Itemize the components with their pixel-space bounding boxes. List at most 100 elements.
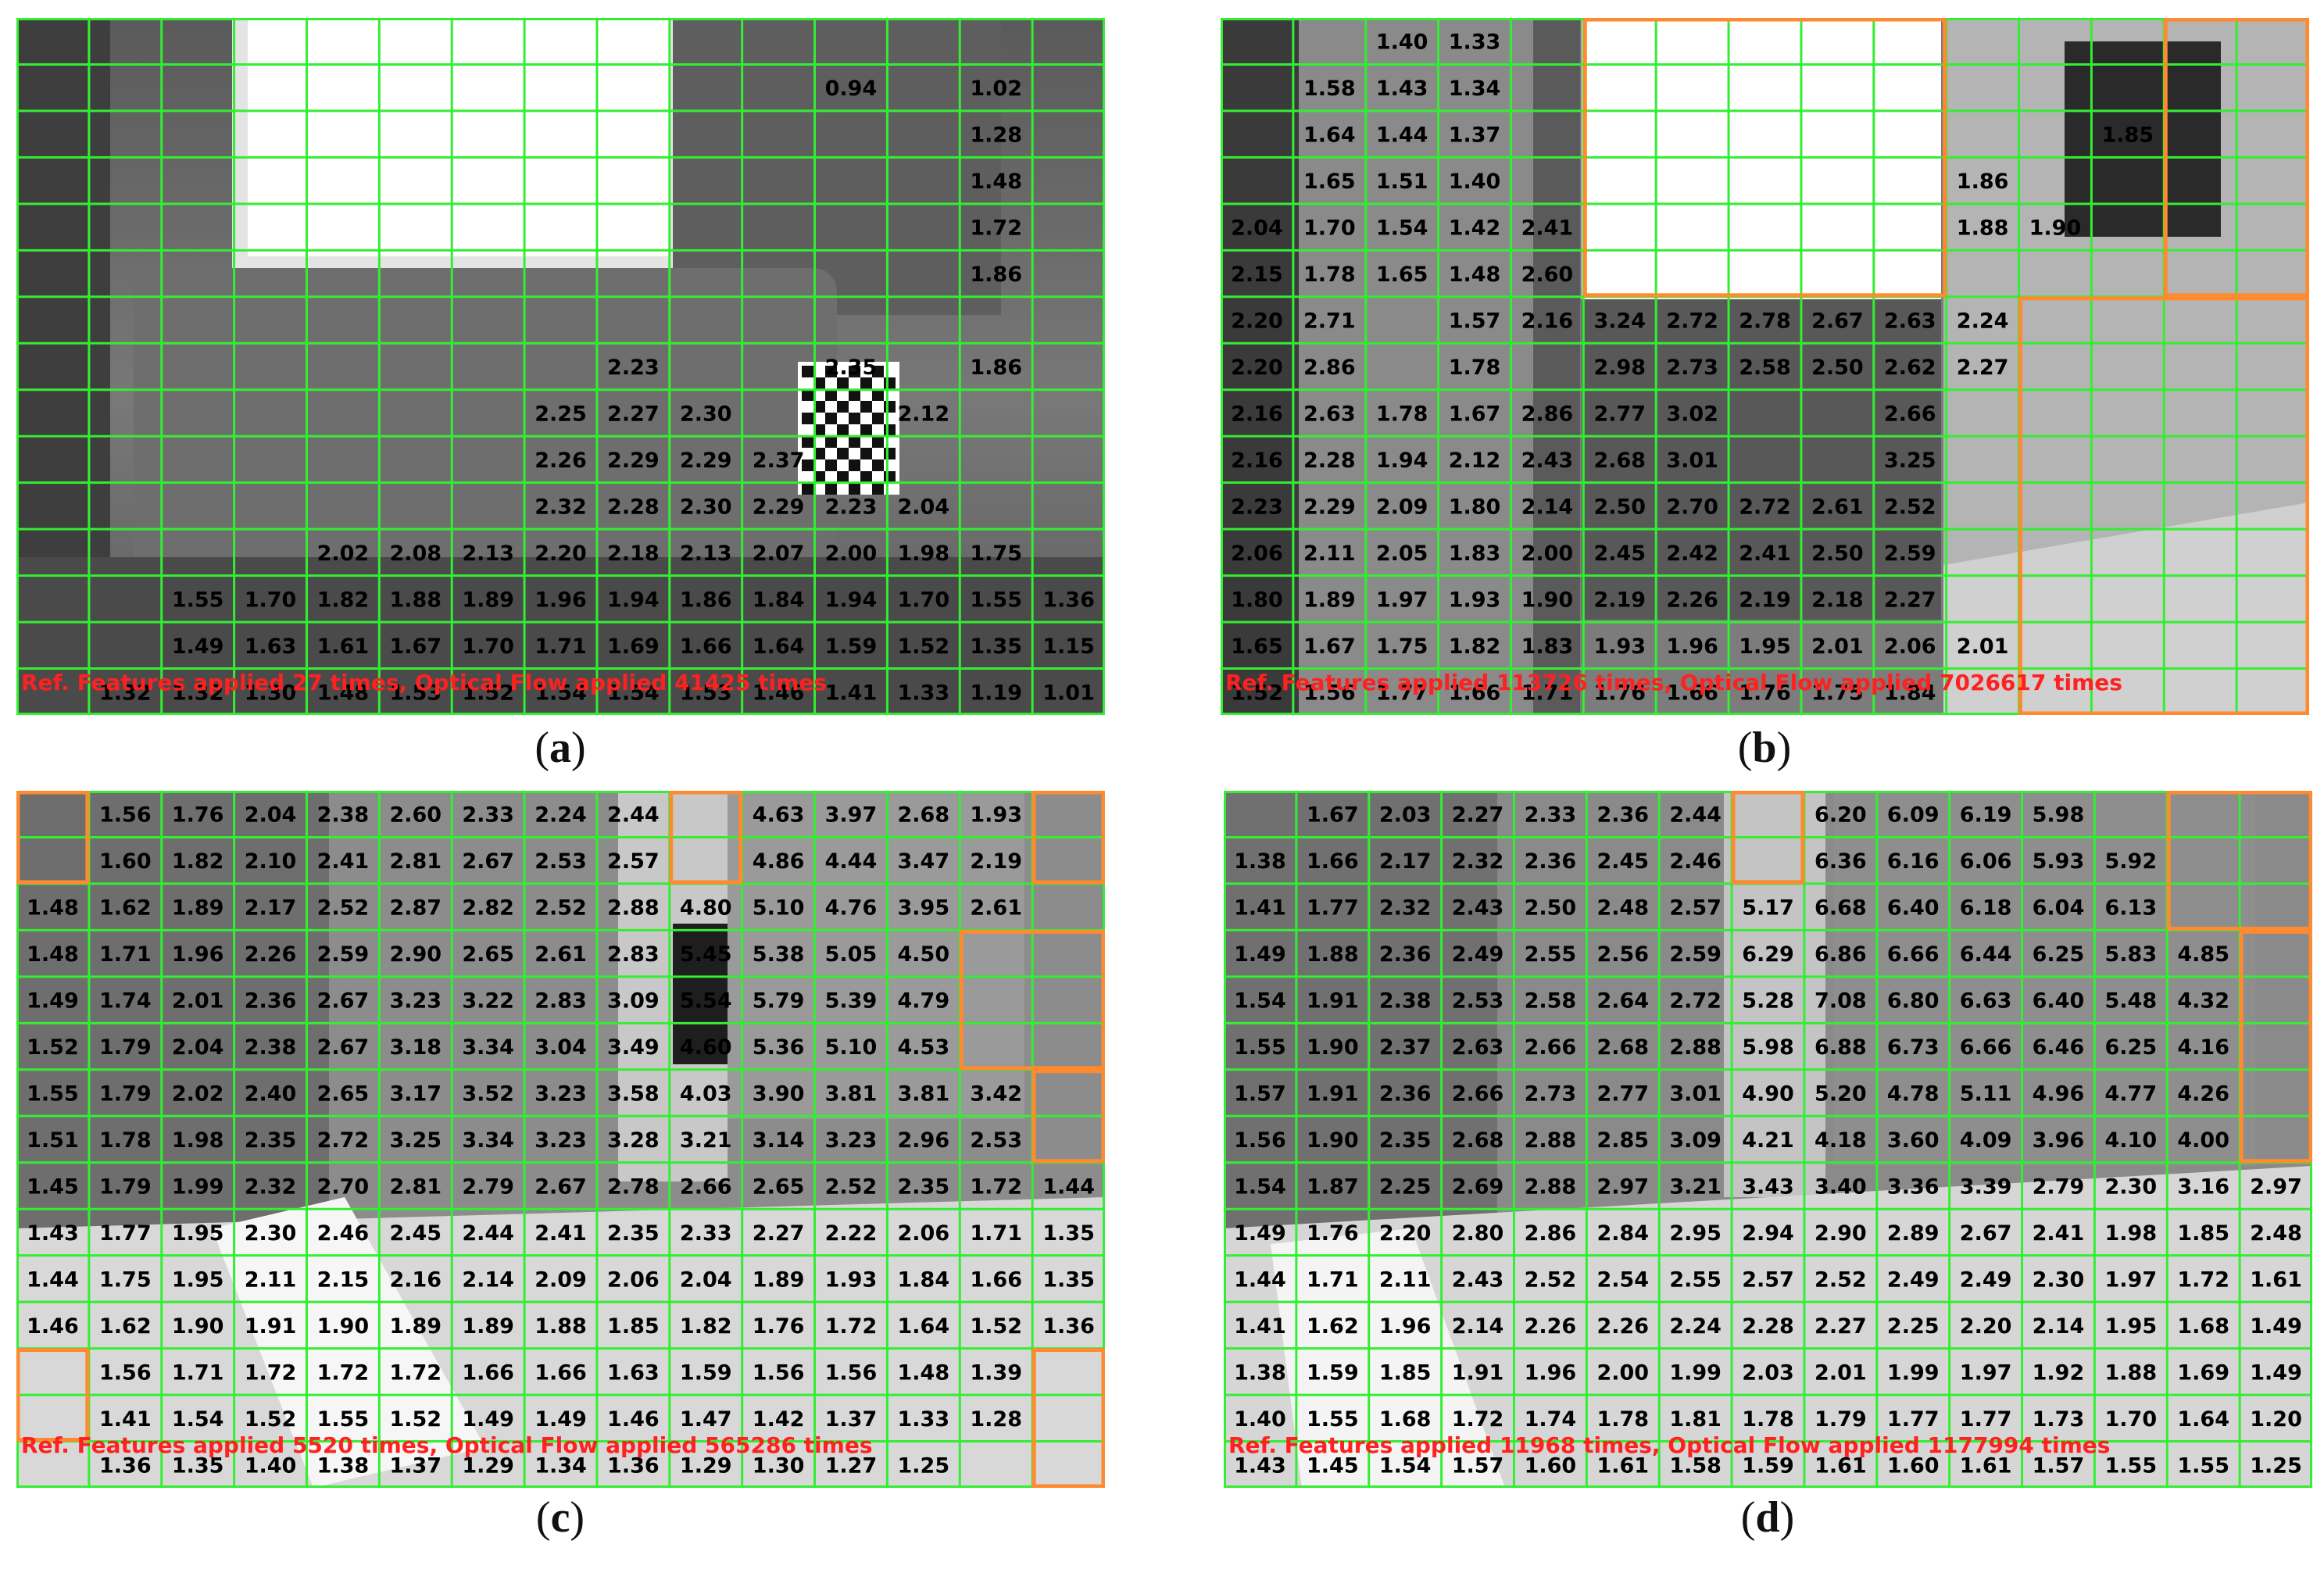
depth-value-label: 2.49 (1960, 1267, 2012, 1292)
depth-value-label: 1.52 (245, 1407, 297, 1432)
depth-value-label: 2.44 (607, 803, 660, 828)
depth-value-label: 1.51 (27, 1128, 79, 1153)
depth-value-label: 2.14 (1521, 495, 1574, 519)
depth-value-label: 5.17 (1742, 896, 1794, 921)
depth-value-label: 2.01 (1957, 635, 2009, 659)
depth-value-label: 2.81 (389, 849, 442, 874)
depth-value-label: 5.79 (753, 989, 805, 1014)
depth-value-label: 1.41 (99, 1407, 152, 1432)
depth-value-label: 1.55 (1307, 1407, 1359, 1432)
depth-value-label: 6.88 (1815, 1035, 1867, 1060)
depth-value-label: 2.29 (753, 495, 805, 519)
depth-value-label: 2.57 (607, 849, 660, 874)
panel-d-caption: (d) (1740, 1493, 1795, 1542)
depth-value-label: 1.75 (1376, 635, 1428, 659)
depth-value-label: 3.22 (462, 989, 514, 1014)
depth-value-label: 1.93 (825, 1267, 878, 1292)
checker-square (802, 366, 813, 377)
depth-value-label: 6.13 (2105, 896, 2158, 921)
depth-value-label: 1.85 (1379, 1360, 1432, 1385)
checker-square (872, 483, 884, 495)
depth-value-label: 2.45 (1596, 849, 1649, 874)
checker-square (825, 436, 837, 448)
depth-value-label: 2.79 (462, 1174, 514, 1199)
checker-square (849, 459, 860, 471)
depth-value-label: 4.96 (2033, 1082, 2085, 1106)
depth-value-label: 4.00 (2177, 1128, 2229, 1153)
depth-value-label: 2.44 (462, 1221, 514, 1246)
checker-square (802, 413, 813, 424)
depth-value-label: 1.76 (172, 803, 224, 828)
depth-value-label: 6.46 (2033, 1035, 2085, 1060)
depth-value-label: 2.57 (1669, 896, 1722, 921)
depth-value-label: 2.73 (1525, 1082, 1577, 1106)
radiator-area (1582, 299, 1941, 620)
depth-value-label: 1.40 (1449, 170, 1501, 194)
depth-value-label: 2.35 (1379, 1128, 1432, 1153)
depth-value-label: 2.52 (825, 1174, 878, 1199)
depth-value-label: 2.27 (1957, 356, 2009, 380)
depth-value-label: 6.25 (2105, 1035, 2158, 1060)
floor (1224, 1166, 2312, 1488)
depth-value-label: 1.38 (317, 1453, 370, 1478)
depth-value-label: 1.71 (172, 1360, 224, 1385)
depth-value-label: 4.21 (1742, 1128, 1794, 1153)
depth-value-label: 2.04 (172, 1035, 224, 1060)
depth-value-label: 1.49 (462, 1407, 514, 1432)
depth-value-label: 2.89 (1887, 1221, 1940, 1246)
depth-value-label: 3.23 (389, 989, 442, 1014)
depth-value-label: 2.57 (1742, 1267, 1794, 1292)
depth-value-label: 1.35 (1042, 1267, 1095, 1292)
depth-value-label: 4.26 (2177, 1082, 2229, 1106)
depth-value-label: 1.77 (1960, 1407, 2012, 1432)
depth-value-label: 2.26 (535, 449, 587, 473)
highlight-box (1031, 1069, 1105, 1164)
depth-value-label: 1.59 (680, 1360, 732, 1385)
depth-value-label: 2.11 (1379, 1267, 1432, 1292)
depth-value-label: 2.10 (245, 849, 297, 874)
checker-square (884, 448, 896, 459)
depth-value-label: 2.52 (1884, 495, 1936, 519)
depth-value-label: 1.41 (1234, 1314, 1286, 1339)
depth-value-label: 1.66 (535, 1360, 587, 1385)
depth-value-label: 3.04 (535, 1035, 587, 1060)
depth-value-label: 2.29 (607, 449, 660, 473)
depth-value-label: 1.79 (99, 1035, 152, 1060)
depth-value-label: 1.66 (1666, 681, 1718, 705)
depth-value-label: 4.50 (898, 942, 950, 967)
checker-square (825, 413, 837, 424)
depth-value-label: 1.49 (27, 989, 79, 1014)
depth-value-label: 2.50 (1525, 896, 1577, 921)
panel-a-image: 0.94 1.02 1.28 1.48 1.72 1.86 2.23 2.35 1.86 2.25… (16, 18, 1105, 715)
depth-value-label: 2.23 (1231, 495, 1283, 519)
depth-value-label: 1.99 (1887, 1360, 1940, 1385)
depth-value-label: 1.85 (607, 1314, 660, 1339)
depth-value-label: 1.33 (898, 681, 950, 705)
depth-value-label: 2.68 (1593, 449, 1646, 473)
depth-value-label: 2.53 (535, 849, 587, 874)
highlight-box (669, 791, 743, 885)
depth-value-label: 2.30 (245, 1221, 297, 1246)
depth-value-label: 3.25 (1884, 449, 1936, 473)
depth-value-label: 2.95 (1669, 1221, 1722, 1246)
depth-value-label: 2.29 (1303, 495, 1356, 519)
checker-square (860, 377, 872, 389)
depth-value-label: 2.67 (535, 1174, 587, 1199)
depth-value-label: 2.27 (1452, 803, 1504, 828)
depth-value-label: 1.66 (680, 635, 732, 659)
checkerboard-floor (1271, 1228, 1505, 1488)
panel-d-canvas: 1.67 2.03 2.27 2.33 2.36 2.44 6.20 6.09 6.19 5.98… (1224, 791, 2312, 1488)
depth-value-label: 1.54 (1379, 1453, 1432, 1478)
depth-value-label: 1.54 (1234, 989, 1286, 1014)
depth-value-label: 2.55 (1525, 942, 1577, 967)
depth-value-label: 2.16 (1231, 402, 1283, 426)
depth-value-label: 1.19 (970, 681, 1022, 705)
depth-value-label: 1.88 (389, 588, 442, 612)
depth-value-label: 1.59 (825, 635, 878, 659)
depth-value-label: 1.46 (27, 1314, 79, 1339)
depth-value-label: 1.79 (99, 1174, 152, 1199)
highlight-box (2239, 929, 2312, 1164)
depth-value-label: 1.99 (1669, 1360, 1722, 1385)
depth-value-label: 6.80 (1887, 989, 1940, 1014)
depth-value-label: 1.60 (99, 849, 152, 874)
